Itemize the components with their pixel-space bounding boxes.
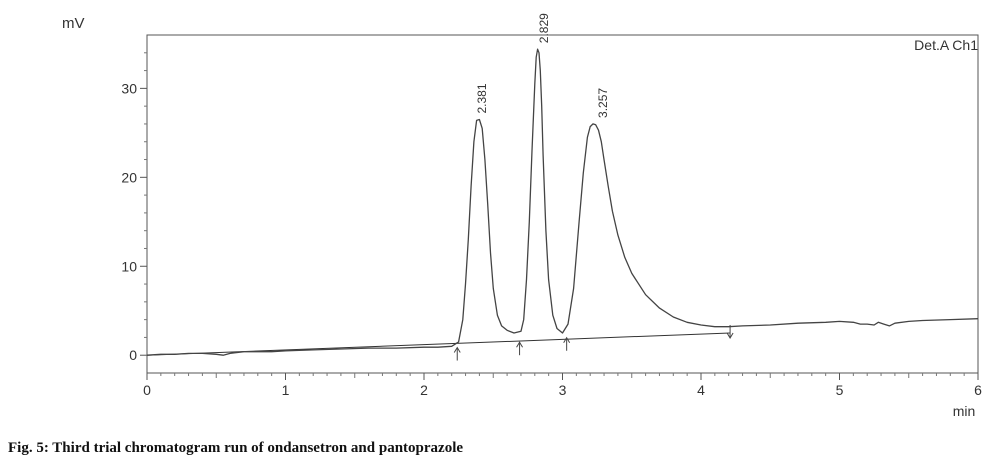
- integration-baseline: [146, 332, 731, 356]
- x-tick-label: 0: [143, 382, 151, 398]
- x-tick-label: 3: [559, 382, 567, 398]
- y-tick-label: 30: [121, 80, 137, 96]
- x-tick-label: 2: [420, 382, 428, 398]
- channel-label: Det.A Ch1: [914, 37, 978, 53]
- integration-marker-head: [516, 341, 523, 348]
- x-tick-label: 4: [697, 382, 705, 398]
- x-tick-label: 5: [836, 382, 844, 398]
- chart-marks: 2.381 2.829 3.257: [146, 13, 979, 361]
- x-tick-label: 1: [282, 382, 290, 398]
- integration-marker: [516, 341, 523, 356]
- figure-caption: Fig. 5: Third trial chromatogram run of …: [8, 440, 464, 456]
- y-axis-unit-label: mV: [62, 15, 85, 32]
- y-tick-label: 0: [129, 347, 137, 363]
- peak-label: 3.257: [596, 88, 610, 118]
- integration-marker: [453, 346, 461, 361]
- chromatogram-trace: [146, 48, 979, 356]
- axis-ticks: 0 1 2 3 4 5 6 0 10 20 30: [121, 52, 982, 398]
- y-tick-label: 10: [121, 258, 137, 274]
- x-axis-unit-label: min: [953, 403, 976, 419]
- integration-marker-head: [453, 346, 461, 353]
- peak-label: 2.381: [475, 83, 489, 113]
- peak-label: 2.829: [537, 13, 551, 43]
- integration-marker: [726, 324, 734, 339]
- integration-marker-head: [563, 336, 571, 344]
- y-tick-label: 20: [121, 169, 137, 185]
- integration-marker-head: [726, 332, 734, 339]
- x-tick-label: 6: [974, 382, 982, 398]
- integration-marker: [563, 336, 571, 351]
